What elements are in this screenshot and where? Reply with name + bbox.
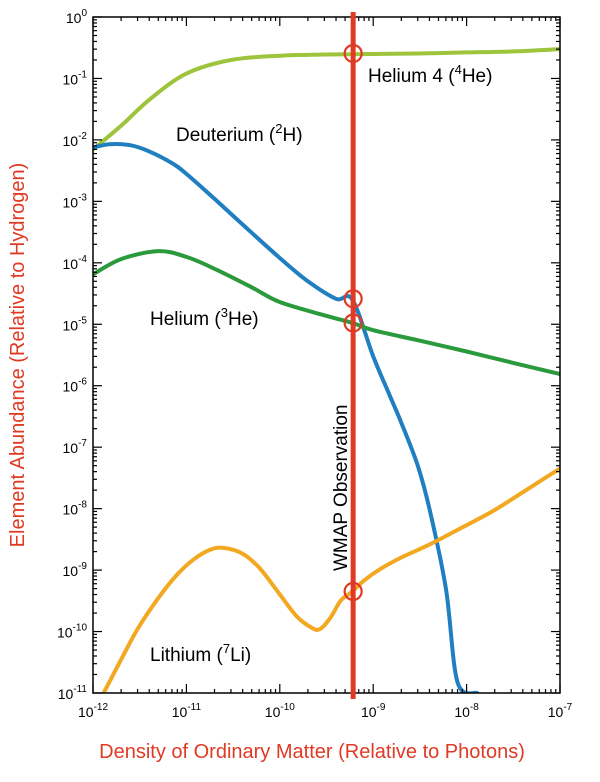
observation-marker-he4 [343,43,363,64]
y-tick-label: 10-6 [63,377,88,395]
observation-marker-lithium [343,581,363,602]
y-tick-label: 10-8 [63,500,88,518]
observation-marker-he3 [343,313,363,333]
y-tick-label: 100 [66,8,88,26]
ticks-layer [92,16,561,694]
x-tick-label: 10-12 [78,702,108,720]
y-tick-label: 10-3 [63,192,88,210]
plot-frame [92,16,561,694]
y-tick-label: 10-5 [63,315,88,333]
observation-markers [343,43,363,602]
x-tick-label: 10-7 [548,702,573,720]
y-tick-label: 10-4 [63,254,88,272]
series-he4-line [93,47,560,152]
y-tick-labels: 100 10-1 10-2 10-3 10-4 10-5 10-6 10-7 10-8 10-9 1… [57,8,87,702]
y-tick-label: 10-10 [57,623,87,641]
series-label-he3: Helium (3He) [150,305,259,330]
series-he3-line [93,249,560,376]
observation-label: WMAP Observation [331,405,352,571]
y-tick-label: 10-2 [63,131,88,149]
x-tick-label: 10-10 [265,702,295,720]
series-label-deuterium: Deuterium (2H) [176,121,303,146]
series-deuterium-line [93,142,480,693]
y-tick-label: 10-1 [63,69,88,87]
y-axis-title: Element Abundance (Relative to Hydrogen) [7,163,29,548]
observation-marker-deuterium [343,289,363,309]
series-label-lithium: Lithium (7Li) [150,641,251,666]
x-tick-label: 10-11 [172,702,202,720]
x-tick-labels: 10-12 10-11 10-10 10-9 10-8 10-7 [78,702,573,720]
x-axis-title: Density of Ordinary Matter (Relative to … [99,741,525,763]
y-tick-label: 10-11 [58,684,88,702]
series-lithium-line [101,466,560,693]
x-tick-label: 10-9 [361,702,386,720]
y-tick-label: 10-7 [63,438,88,456]
y-tick-label: 10-9 [63,561,88,579]
x-tick-label: 10-8 [454,702,479,720]
series-label-he4: Helium 4 (4He) [368,62,492,87]
series-layer [93,47,560,693]
